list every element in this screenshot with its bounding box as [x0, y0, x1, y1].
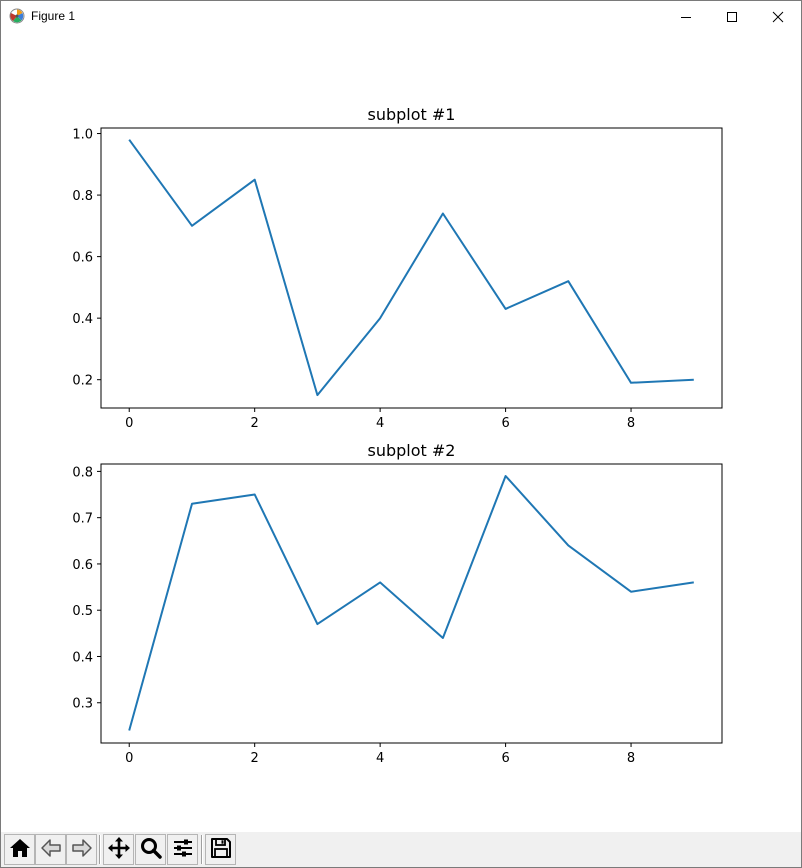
axes-frame [100, 127, 723, 409]
close-icon [772, 11, 784, 23]
matplotlib-logo-icon [9, 8, 25, 24]
pan-button[interactable] [103, 834, 134, 865]
home-button[interactable] [4, 834, 35, 865]
x-tick-label: 4 [376, 751, 384, 766]
toolbar-separator [99, 835, 101, 864]
y-tick-label: 0.6 [72, 251, 93, 266]
forward-button[interactable] [66, 834, 97, 865]
forward-arrow-icon [70, 836, 94, 864]
y-tick-label: 0.2 [72, 374, 93, 389]
subplot-1: subplot #1 0 2 4 6 8 0.2 0.4 0.6 0.8 1.0 [72, 105, 723, 431]
figure-svg: subplot #1 0 2 4 6 8 0.2 0.4 0.6 0.8 1.0 subplot #2… [72, 105, 723, 766]
x-tick-label: 2 [251, 751, 259, 766]
y-tick-label: 0.4 [72, 312, 93, 327]
title-bar[interactable]: Figure 1 [1, 1, 801, 32]
y-tick-label: 0.8 [72, 465, 93, 480]
back-arrow-icon [39, 836, 63, 864]
x-tick-label: 0 [125, 416, 133, 431]
navigation-toolbar [1, 832, 801, 867]
y-tick-label: 0.8 [72, 189, 93, 204]
y-tick-label: 0.7 [72, 512, 93, 527]
maximize-button[interactable] [709, 1, 755, 32]
configure-subplots-icon [171, 836, 195, 864]
x-tick-label: 4 [376, 416, 384, 431]
toolbar-separator [201, 835, 203, 864]
x-tick-label: 8 [627, 416, 635, 431]
series-line [128, 475, 694, 731]
x-tick-label: 2 [251, 416, 259, 431]
x-tick-label: 8 [627, 751, 635, 766]
x-tick-label: 0 [125, 751, 133, 766]
y-tick-label: 0.5 [72, 604, 93, 619]
axes-frame [100, 463, 723, 744]
configure-subplots-button[interactable] [167, 834, 198, 865]
figure-canvas[interactable]: subplot #1 0 2 4 6 8 0.2 0.4 0.6 0.8 1.0 subplot #2… [1, 32, 801, 832]
back-button[interactable] [35, 834, 66, 865]
window-title: Figure 1 [31, 9, 76, 23]
y-tick-label: 1.0 [72, 128, 93, 143]
x-tick-label: 6 [501, 751, 509, 766]
subplot-title: subplot #1 [368, 105, 456, 124]
minimize-icon [680, 11, 692, 23]
close-button[interactable] [755, 1, 801, 32]
x-tick-label: 6 [501, 416, 509, 431]
y-tick-label: 0.4 [72, 650, 93, 665]
y-tick-label: 0.3 [72, 697, 93, 712]
maximize-icon [726, 11, 738, 23]
zoom-magnifier-icon [139, 836, 163, 864]
home-icon [8, 836, 32, 864]
minimize-button[interactable] [663, 1, 709, 32]
subplot-2: subplot #2 0 2 4 6 8 0.3 0.4 0.5 0.6 0.7 0.8 [72, 441, 723, 766]
save-floppy-icon [209, 836, 233, 864]
series-line [128, 139, 694, 397]
zoom-button[interactable] [135, 834, 166, 865]
pan-move-icon [107, 836, 131, 864]
save-button[interactable] [205, 834, 236, 865]
subplot-title: subplot #2 [368, 441, 456, 460]
y-tick-label: 0.6 [72, 558, 93, 573]
